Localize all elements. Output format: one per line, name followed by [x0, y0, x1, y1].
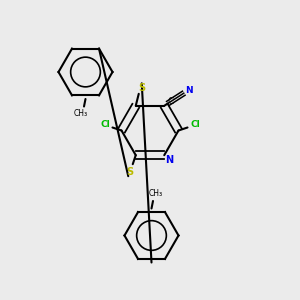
Text: N: N	[165, 155, 173, 165]
Text: Cl: Cl	[100, 120, 110, 129]
Text: C: C	[168, 98, 174, 106]
Text: CH₃: CH₃	[149, 189, 163, 198]
Text: Cl: Cl	[190, 120, 200, 129]
Text: S: S	[138, 83, 145, 93]
Text: N: N	[185, 86, 193, 95]
Text: CH₃: CH₃	[74, 110, 88, 118]
Text: S: S	[126, 167, 133, 177]
